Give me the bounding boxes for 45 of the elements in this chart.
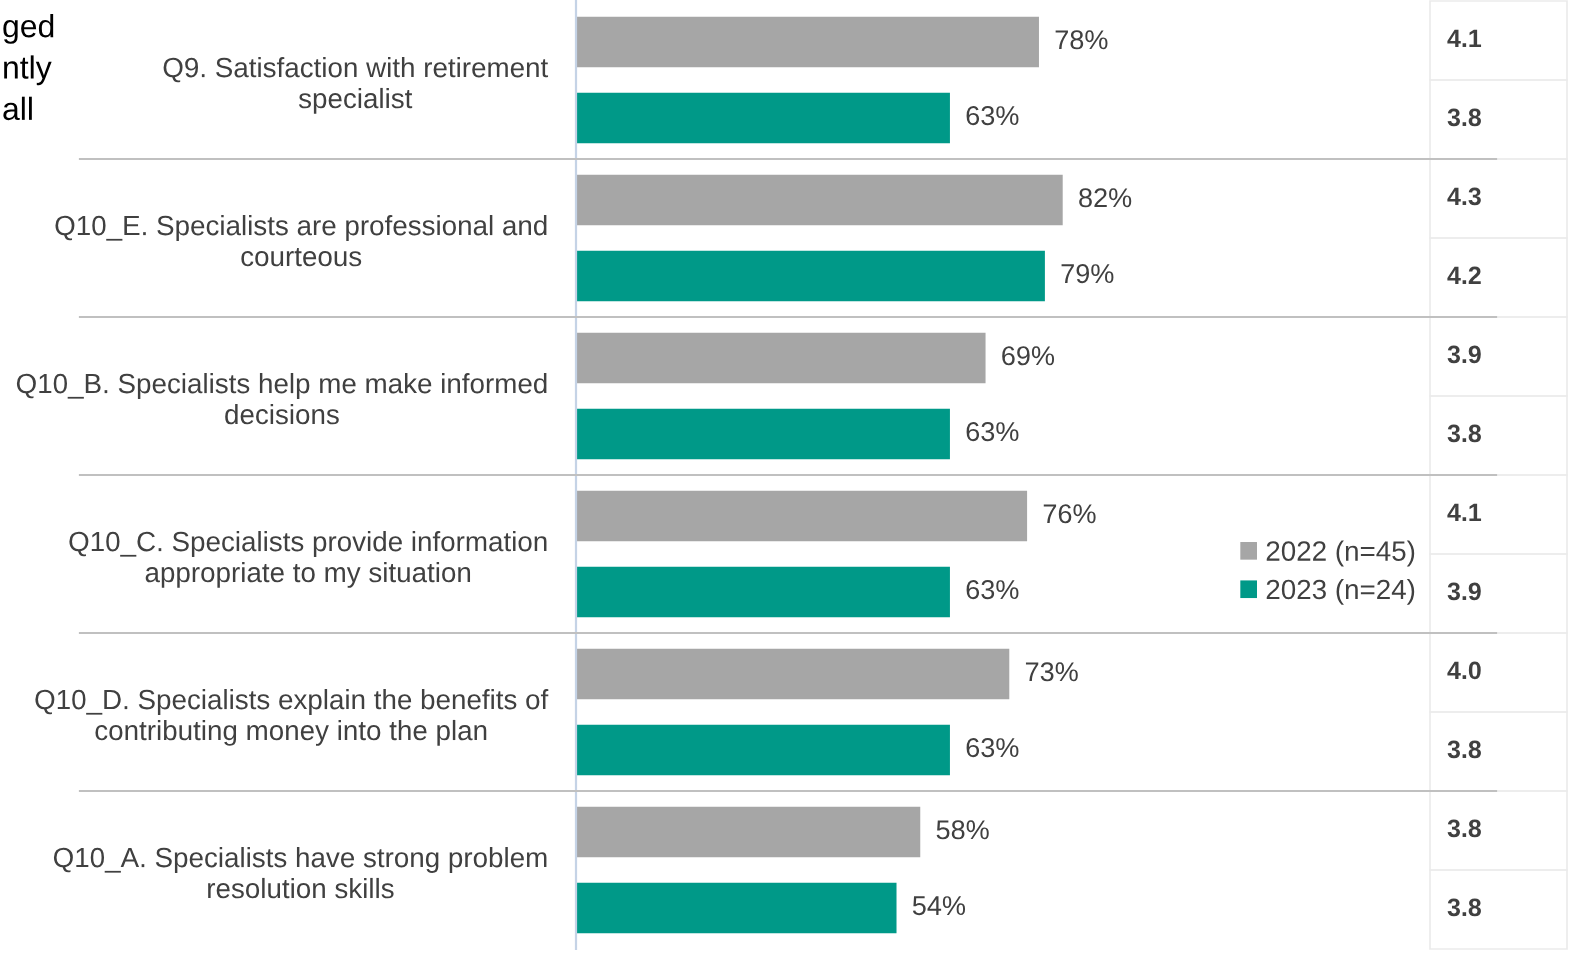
legend-label: 2023 (n=24)	[1266, 578, 1415, 605]
data-label: 73%	[1025, 662, 1078, 682]
bar	[576, 566, 950, 618]
y-tick-label: Q10_C. Specialists provide information appropriate to my situation	[69, 530, 547, 588]
data-label: 82%	[1079, 188, 1132, 208]
text: ged ntly all	[3, 14, 54, 121]
y-tick-label: Q10_E. Specialists are professional and courteous	[55, 214, 547, 267]
bar	[576, 16, 1039, 68]
data-label: 78%	[1055, 30, 1108, 50]
annotation: 3.8	[1447, 819, 1481, 838]
y-tick-label: Q10_B. Specialists help me make informed decisions	[16, 372, 547, 425]
annotation: 3.8	[1447, 898, 1481, 917]
data-label: 79%	[1061, 264, 1114, 284]
bar	[576, 174, 1063, 226]
data-label: 54%	[912, 896, 966, 916]
bar	[576, 332, 986, 384]
data-label: 63%	[966, 738, 1019, 758]
bar	[576, 490, 1028, 542]
y-tick-label: Q10_D. Specialists explain the benefits of contributing money into the plan	[35, 688, 549, 746]
bar	[576, 92, 950, 144]
bar	[576, 806, 921, 858]
bar	[576, 250, 1045, 302]
annotation: 4.3	[1447, 187, 1481, 206]
data-label: 63%	[966, 422, 1019, 442]
data-label: 76%	[1043, 504, 1096, 524]
annotation: 4.2	[1447, 266, 1481, 284]
y-tick-label: Q10_A. Specialists have strong problem resolution skills	[53, 846, 547, 899]
y-tick-label: Q9. Satisfaction with retirement specialist	[163, 56, 549, 114]
bar	[576, 408, 950, 460]
annotation: 3.8	[1447, 740, 1481, 759]
annotation: 3.8	[1447, 424, 1481, 443]
annotation: 4.0	[1447, 661, 1481, 680]
bar	[576, 882, 897, 934]
annotation: 4.1	[1447, 29, 1482, 47]
annotation: 4.1	[1447, 503, 1482, 521]
data-label: 63%	[966, 580, 1019, 600]
bar	[576, 724, 950, 776]
annotation: 3.9	[1447, 345, 1481, 364]
data-label: 69%	[1002, 346, 1055, 366]
annotation: 3.9	[1447, 582, 1481, 601]
annotation: 3.8	[1447, 108, 1481, 127]
legend-label: 2022 (n=45)	[1266, 540, 1415, 567]
data-label: 58%	[936, 820, 989, 840]
bar	[576, 648, 1010, 700]
data-label: 63%	[966, 106, 1019, 126]
